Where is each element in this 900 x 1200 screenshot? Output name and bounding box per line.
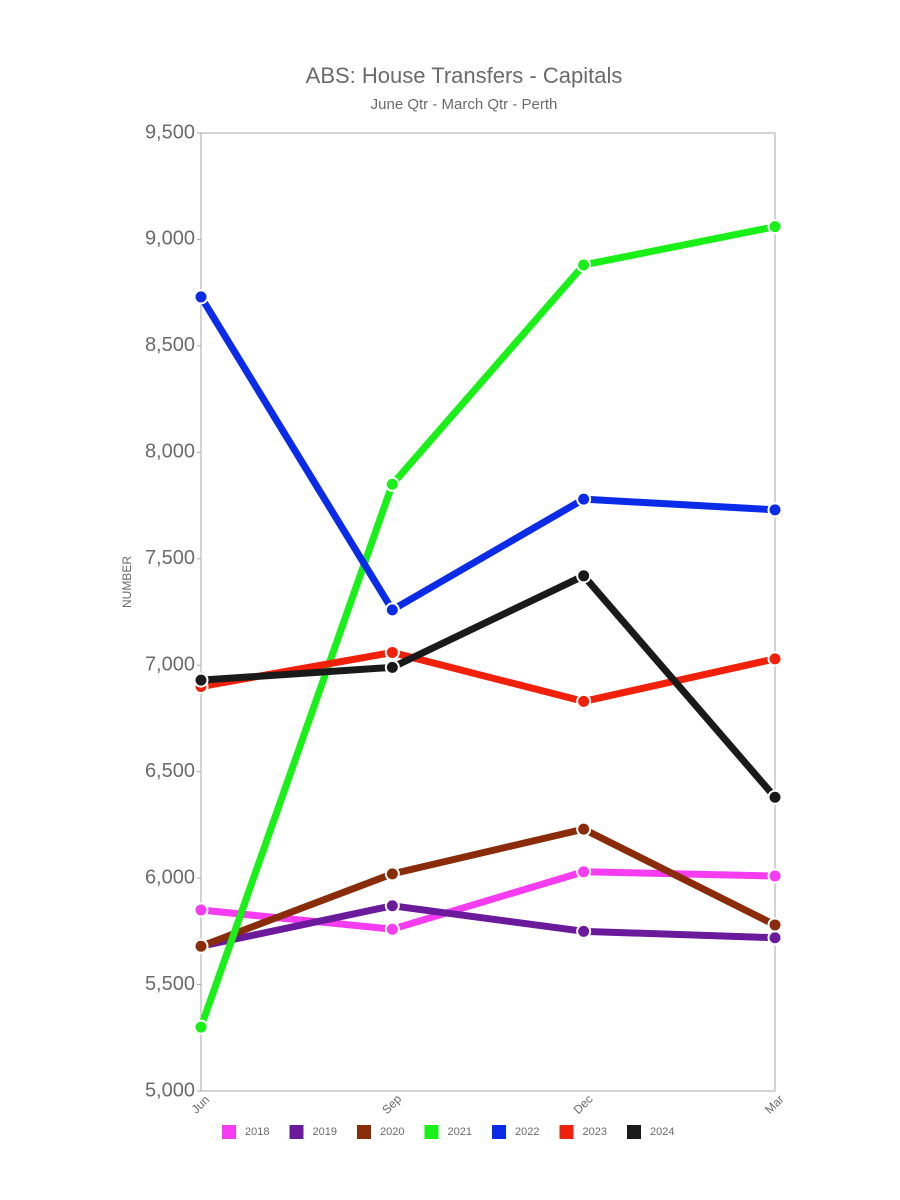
y-tick-label: 9,500 [145, 121, 195, 143]
data-point [193, 289, 209, 305]
data-point [384, 921, 400, 937]
series-line [200, 648, 776, 705]
legend-label: 2023 [583, 1126, 607, 1138]
data-point [384, 644, 400, 660]
legend-label: 2018 [245, 1126, 269, 1138]
data-point [767, 651, 783, 667]
y-tick-label: 9,000 [145, 228, 195, 250]
data-point [384, 866, 400, 882]
data-point [576, 568, 592, 584]
data-point [576, 257, 592, 273]
y-tick-label: 5,000 [145, 1079, 195, 1101]
y-axis-label: NUMBER [120, 556, 134, 608]
legend-label: 2024 [650, 1126, 674, 1138]
data-point [767, 789, 783, 805]
series-line [198, 295, 776, 614]
data-point [384, 659, 400, 675]
y-tick-label: 6,000 [145, 866, 195, 888]
y-tick-label: 8,000 [145, 441, 195, 463]
legend-swatch [222, 1125, 236, 1139]
data-point [384, 602, 400, 618]
data-point [193, 672, 209, 688]
data-point [767, 930, 783, 946]
data-point [767, 868, 783, 884]
data-point [576, 923, 592, 939]
data-point [193, 902, 209, 918]
y-tick-label: 7,500 [145, 547, 195, 569]
series-line [197, 223, 776, 1029]
legend-swatch [289, 1125, 304, 1139]
data-point [767, 219, 783, 235]
series-line [200, 902, 776, 950]
y-tick-label: 6,500 [145, 760, 195, 782]
data-point [576, 491, 592, 507]
legend-swatch [492, 1125, 506, 1139]
data-point [193, 938, 209, 954]
data-point [576, 693, 592, 709]
legend-label: 2019 [313, 1126, 337, 1138]
data-point [193, 1019, 209, 1035]
y-tick-label: 8,500 [145, 334, 195, 356]
legend-label: 2022 [515, 1126, 539, 1138]
series-line [200, 572, 778, 800]
series-line [199, 825, 777, 950]
data-point [384, 476, 400, 492]
data-point [767, 502, 783, 518]
legend-swatch [559, 1125, 574, 1139]
y-tick-label: 7,000 [145, 654, 195, 676]
y-tick-label: 5,500 [145, 973, 195, 995]
legend-swatch [357, 1125, 371, 1139]
data-point [576, 864, 592, 880]
data-point [576, 821, 592, 837]
legend-swatch [424, 1125, 439, 1139]
data-point [384, 898, 400, 914]
chart-title: ABS: House Transfers - Capitals [306, 63, 623, 88]
plot-frame [200, 132, 776, 1092]
legend-swatch [627, 1125, 641, 1139]
legend-label: 2020 [380, 1126, 404, 1138]
data-point [767, 917, 783, 933]
legend-label: 2021 [448, 1126, 472, 1138]
chart-subtitle: June Qtr - March Qtr - Perth [371, 96, 558, 113]
